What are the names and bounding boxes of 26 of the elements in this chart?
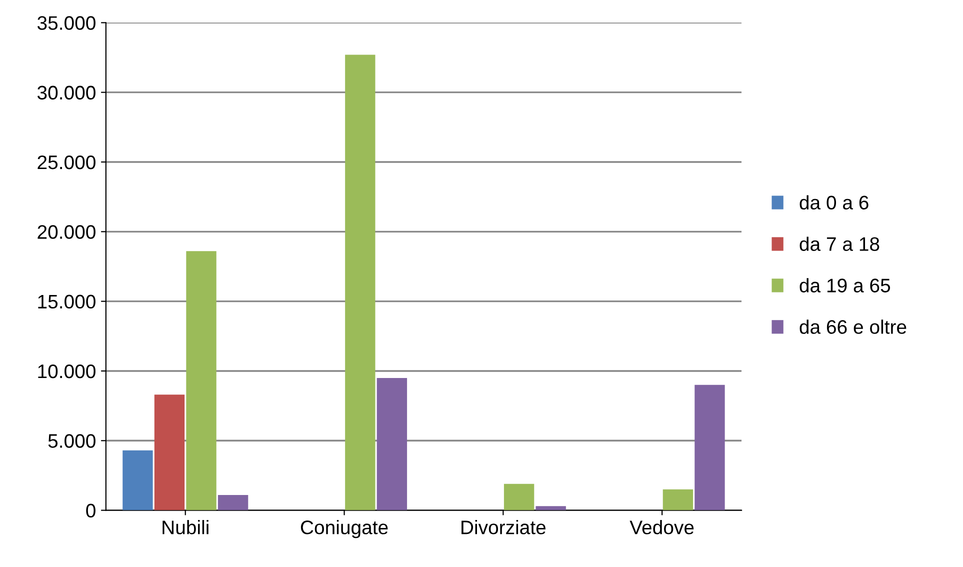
legend-label: da 19 a 65 xyxy=(800,278,890,292)
bar xyxy=(504,484,534,510)
y-tick-label: 35.000 xyxy=(37,16,96,30)
x-tick-label: Vedove xyxy=(630,520,694,534)
bar xyxy=(662,489,694,510)
y-tick-label: 10.000 xyxy=(38,364,96,378)
bar xyxy=(154,394,185,510)
x-tick-label: Coniugate xyxy=(300,520,388,538)
y-tick-label: 25.000 xyxy=(38,155,96,170)
y-tick-label: 5.000 xyxy=(48,434,96,448)
bar xyxy=(218,494,248,510)
bar xyxy=(345,54,376,510)
x-tick-label: Divorziate xyxy=(462,520,546,534)
y-tick-label: 20.000 xyxy=(38,225,96,239)
legend-label: da 0 a 6 xyxy=(800,195,868,210)
bar xyxy=(186,251,216,510)
y-tick-label: 15.000 xyxy=(38,294,96,309)
legend-label: da 7 a 18 xyxy=(800,236,880,251)
y-tick-label: 0 xyxy=(86,504,96,518)
x-tick-label: Nubili xyxy=(162,520,208,534)
y-tick-label: 30.000 xyxy=(37,86,96,100)
legend-label: da 66 e oltre xyxy=(800,320,906,334)
bar xyxy=(122,450,153,510)
bar xyxy=(536,506,566,510)
bar xyxy=(694,384,725,510)
bar xyxy=(376,378,408,510)
